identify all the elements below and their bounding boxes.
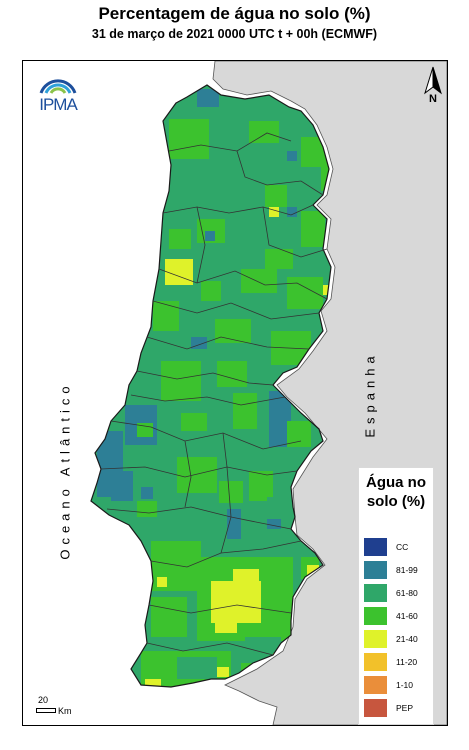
map-frame: IPMA N Oceano Atlântico Espanha 20 Km Ág…	[22, 60, 448, 726]
legend-label: CC	[396, 542, 409, 552]
legend-item: CC	[364, 538, 432, 556]
legend-item: PEP	[364, 699, 432, 717]
map-canvas	[23, 61, 447, 725]
legend-swatch	[364, 584, 387, 602]
legend-label: 1-10	[396, 680, 414, 690]
legend-label: 11-20	[396, 657, 418, 667]
legend-label: 81-99	[396, 565, 418, 575]
district-boundaries	[100, 132, 328, 656]
portugal-outline	[90, 84, 332, 688]
legend-label: 41-60	[396, 611, 418, 621]
north-arrow-icon	[424, 66, 442, 95]
legend-item: 11-20	[364, 653, 432, 671]
legend-item: 41-60	[364, 607, 432, 625]
ipma-arcs-icon	[39, 79, 77, 94]
map-subtitle: 31 de março de 2021 0000 UTC t + 00h (EC…	[91, 27, 378, 41]
legend-label: PEP	[396, 703, 414, 713]
ipma-logo-text: IPMA	[39, 95, 78, 114]
scale-bar: 20 Km	[33, 695, 93, 719]
map-title: Percentagem de água no solo (%)	[98, 4, 371, 23]
scale-unit: Km	[58, 706, 72, 716]
legend-item: 1-10	[364, 676, 432, 694]
north-letter: N	[429, 93, 437, 105]
legend-title: Água no solo (%)	[366, 474, 426, 510]
legend-label: 21-40	[396, 634, 418, 644]
legend-item: 81-99	[364, 561, 432, 579]
legend-swatch	[364, 538, 387, 556]
scale-line	[36, 708, 56, 713]
legend-swatch	[364, 653, 387, 671]
legend-label: 61-80	[396, 588, 418, 598]
spain-label: Espanha	[362, 351, 378, 438]
legend-swatch	[364, 561, 387, 579]
legend-item: 61-80	[364, 584, 432, 602]
legend-swatch	[364, 699, 387, 717]
legend-swatch	[364, 607, 387, 625]
north-arrow: N	[421, 65, 445, 109]
legend-box: Água no solo (%) CC 81-99 61-80 41-60 21…	[358, 467, 434, 725]
legend-item: 21-40	[364, 630, 432, 648]
scale-value: 20	[38, 695, 49, 705]
legend-swatch	[364, 676, 387, 694]
legend-swatch	[364, 630, 387, 648]
ocean-label: Oceano Atlântico	[57, 381, 73, 560]
ipma-logo: IPMA	[33, 67, 83, 119]
